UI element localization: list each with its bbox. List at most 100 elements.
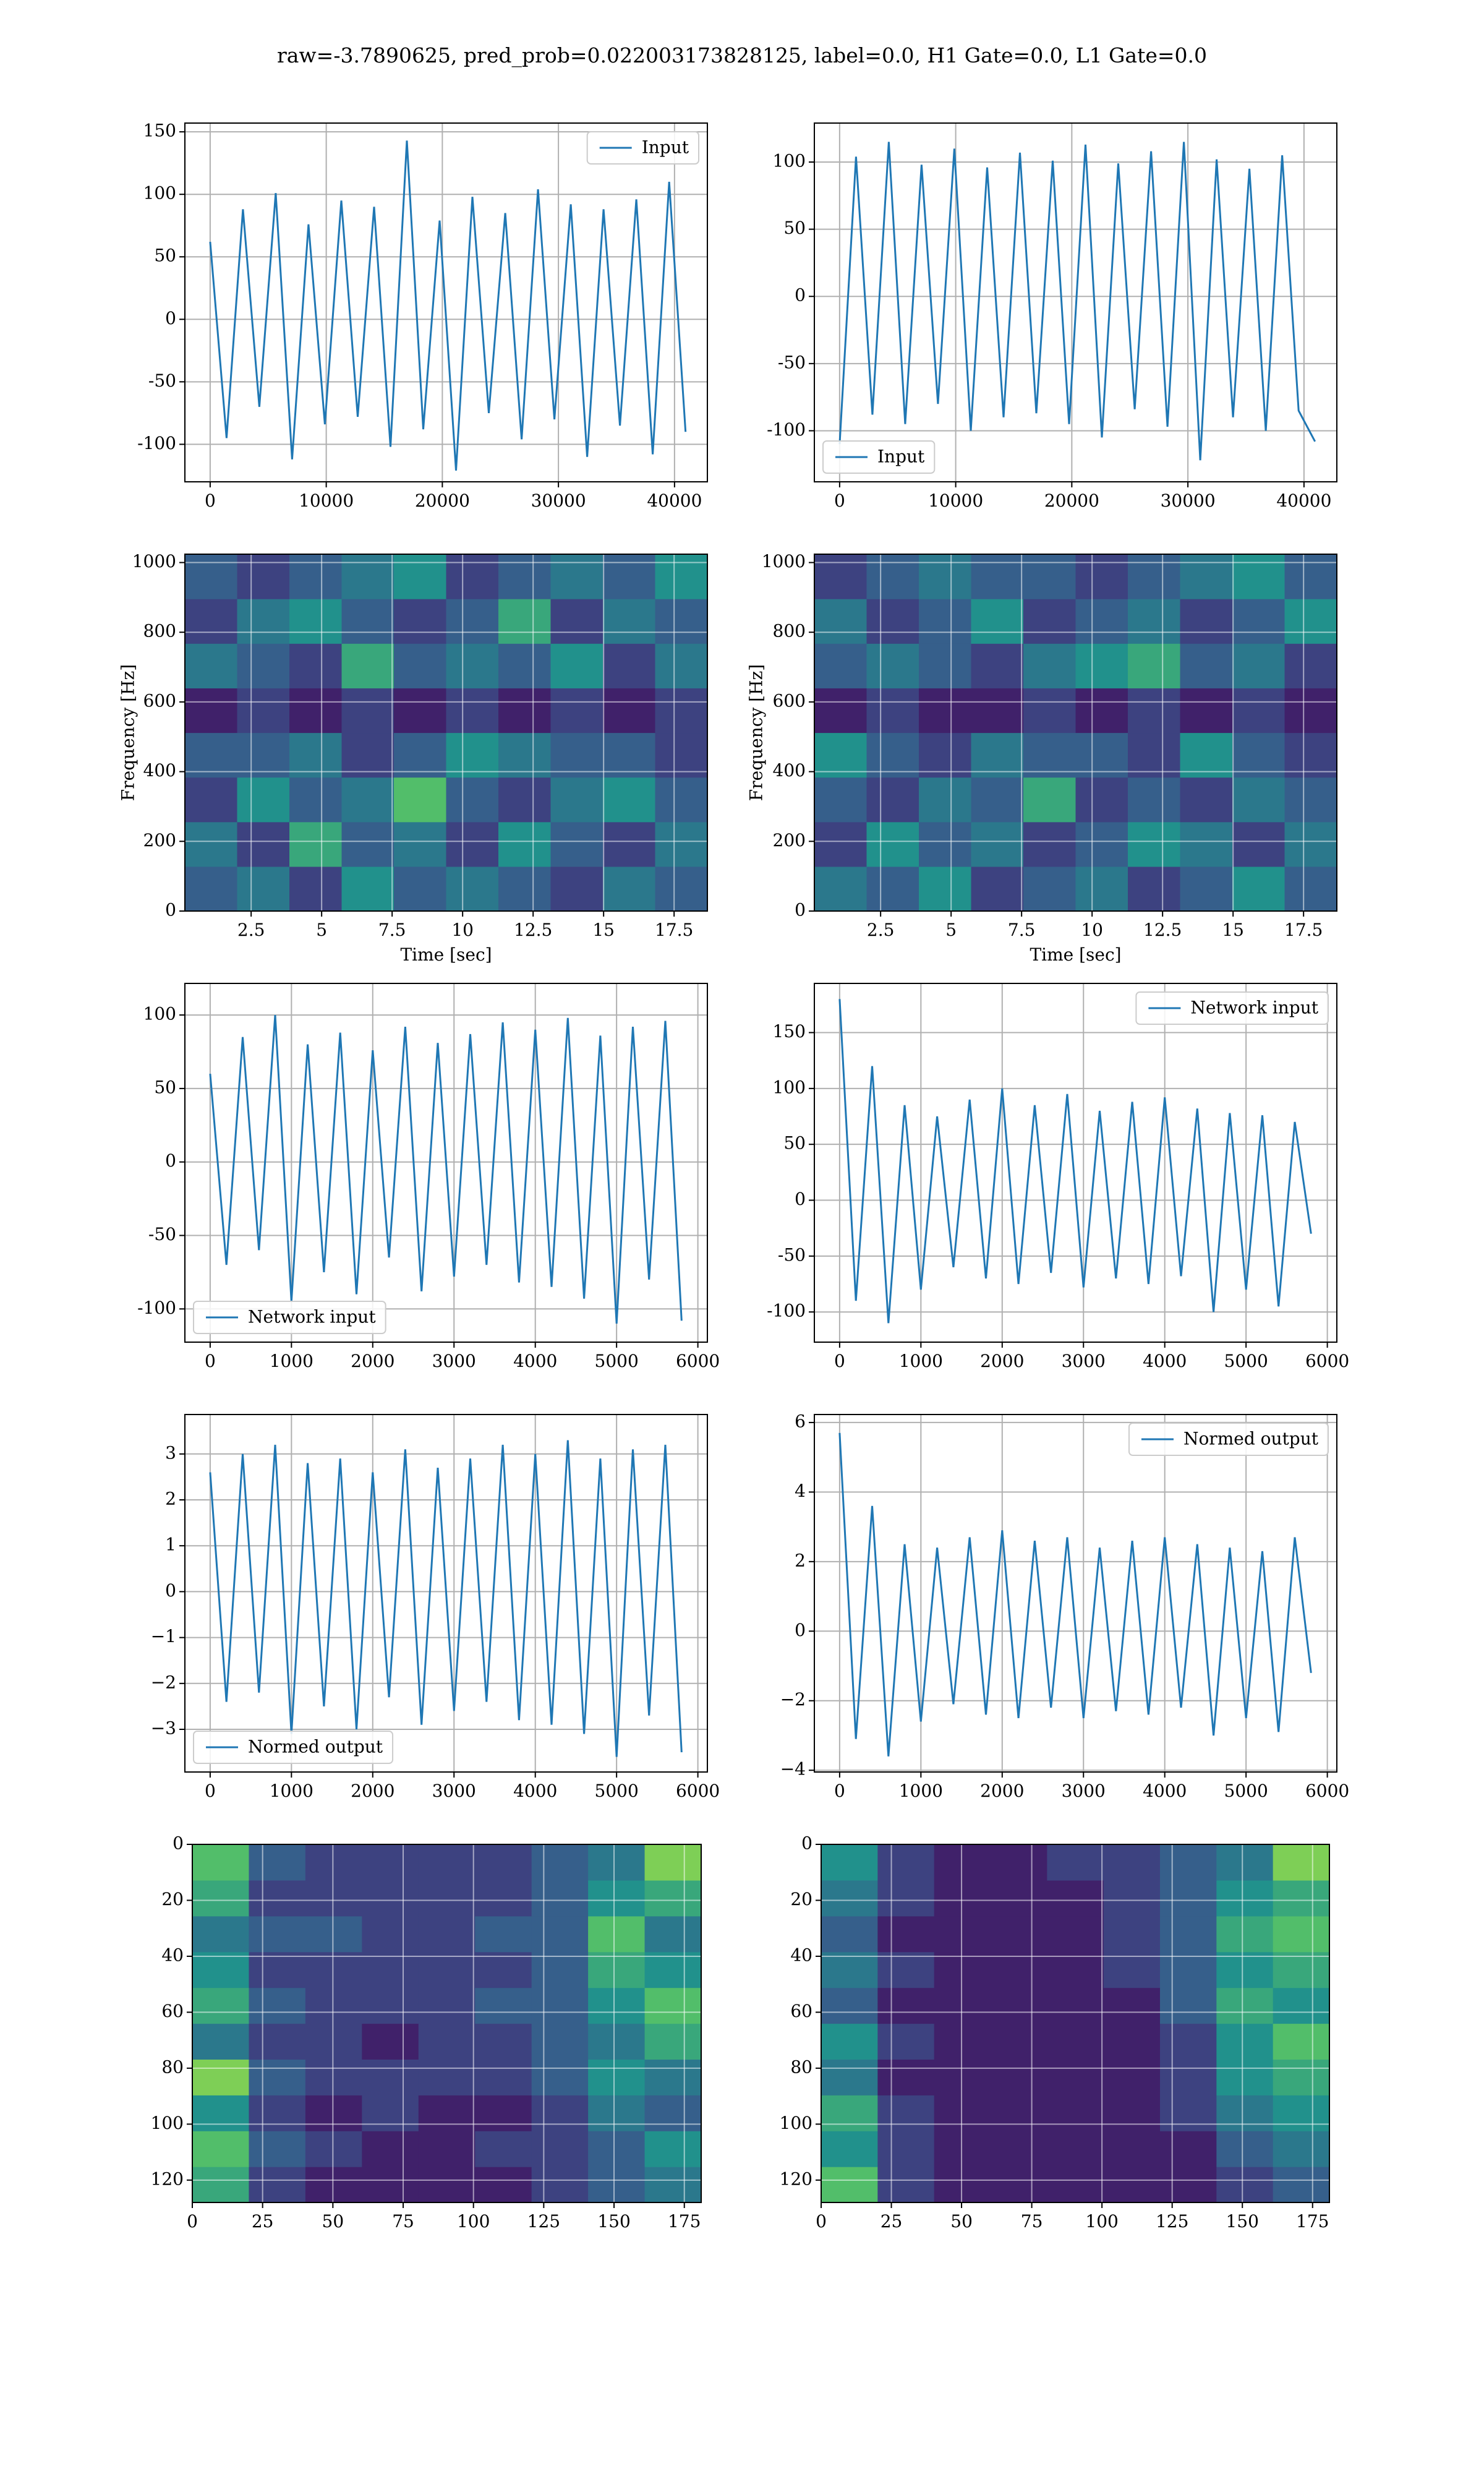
heatmap-cell xyxy=(1103,1880,1161,1917)
heatmap-cell xyxy=(418,2059,475,2095)
heatmap-cell xyxy=(498,732,552,778)
y-tick-label: 0 xyxy=(795,1189,806,1209)
legend-label: Normed output xyxy=(248,1737,383,1757)
heatmap-cell xyxy=(1216,1951,1274,1988)
heatmap-cell xyxy=(185,866,238,912)
heatmap-cell xyxy=(1023,554,1077,599)
heatmap-cell xyxy=(341,821,394,867)
x-tick-label: 1000 xyxy=(899,1351,943,1371)
x-tick-label: 12.5 xyxy=(1143,920,1182,940)
heatmap-cell xyxy=(1273,1915,1330,1953)
heatmap-cell xyxy=(1284,866,1337,912)
heatmap-cell xyxy=(991,1951,1047,1988)
heatmap-cell xyxy=(991,2167,1047,2203)
y-tick-label: 40 xyxy=(790,1945,812,1965)
heatmap-cell xyxy=(550,599,603,644)
legend-box xyxy=(1135,991,1329,1025)
x-tick-label: 2000 xyxy=(980,1351,1024,1371)
heatmap-cell xyxy=(934,2167,991,2203)
subplot: 0 25 50 75 100 125 150 175 0 20 40 60 80 100 120 xyxy=(151,1833,702,2232)
x-tick-label: 150 xyxy=(1226,2211,1258,2232)
heatmap-cell xyxy=(185,643,238,688)
heatmap-cell xyxy=(418,1951,475,1988)
heatmap-cell xyxy=(394,866,447,912)
heatmap-cell xyxy=(498,688,552,734)
y-tick-label: −2 xyxy=(151,1672,176,1692)
legend: Normed output xyxy=(1128,1423,1329,1456)
x-tick-label: 4000 xyxy=(1143,1351,1187,1371)
y-tick-label: -100 xyxy=(767,419,806,440)
heatmap-cell xyxy=(1180,599,1233,644)
heatmap-cell xyxy=(341,554,394,599)
y-tick-label: −3 xyxy=(151,1718,176,1738)
heatmap-cell xyxy=(821,1987,878,2024)
x-tick-label: 0 xyxy=(816,2211,827,2232)
x-tick-label: 2.5 xyxy=(867,920,895,940)
heatmap-cell xyxy=(971,643,1024,688)
y-tick-label: -100 xyxy=(137,1298,176,1318)
x-tick-label: 25 xyxy=(252,2211,274,2232)
heatmap-cell xyxy=(418,2167,475,2203)
heatmap-cell xyxy=(877,1844,935,1881)
heatmap-cell xyxy=(1273,1951,1330,1988)
legend-box xyxy=(586,131,699,165)
heatmap-cell xyxy=(185,554,238,599)
heatmap-cell xyxy=(814,554,868,599)
heatmap-cell xyxy=(550,554,603,599)
y-tick-label: 100 xyxy=(780,2113,812,2133)
heatmap-cell xyxy=(1023,777,1077,823)
heatmap-cell xyxy=(289,599,343,644)
heatmap-cell xyxy=(877,2131,935,2167)
heatmap-cell xyxy=(644,1987,702,2024)
x-tick-label: 1000 xyxy=(270,1781,313,1801)
heatmap-cell xyxy=(531,2167,589,2203)
heatmap-cell xyxy=(971,777,1024,823)
axes-frame xyxy=(184,1414,708,1773)
heatmap-cell xyxy=(341,866,394,912)
heatmap-cell xyxy=(362,1844,419,1881)
heatmap-cell xyxy=(305,1951,362,1988)
axes-frame xyxy=(184,983,708,1343)
heatmap-cell xyxy=(192,1987,250,2024)
x-tick-label: 4000 xyxy=(513,1781,557,1801)
heatmap-cell xyxy=(531,1987,589,2024)
heatmap-cell xyxy=(655,599,708,644)
heatmap-cell xyxy=(341,777,394,823)
heatmap-cell xyxy=(1232,554,1286,599)
heatmap-cell xyxy=(1160,2095,1217,2131)
heatmap-cell xyxy=(1128,688,1181,734)
heatmap-cell xyxy=(249,2059,306,2095)
heatmap-cell xyxy=(1273,2023,1330,2060)
heatmap-cell xyxy=(1023,599,1077,644)
y-tick-label: 20 xyxy=(790,1889,812,1909)
y-tick-label: 150 xyxy=(773,1021,806,1042)
heatmap-cell xyxy=(475,2131,532,2167)
heatmap-cell xyxy=(418,1844,475,1881)
heatmap-cell xyxy=(305,1915,362,1953)
y-tick-label: 120 xyxy=(780,2168,812,2189)
heatmap-cell xyxy=(362,2059,419,2095)
heatmap-cell xyxy=(821,1880,878,1917)
heatmap-cell xyxy=(418,1915,475,1953)
heatmap-cell xyxy=(971,866,1024,912)
heatmap-cell xyxy=(588,1987,646,2024)
heatmap-cell xyxy=(644,1844,702,1881)
y-tick-label: 2 xyxy=(165,1489,176,1509)
heatmap-cell xyxy=(531,2095,589,2131)
heatmap-cell xyxy=(1273,2059,1330,2095)
x-tick-label: 20000 xyxy=(415,490,470,511)
heatmap-cell xyxy=(821,1951,878,1988)
heatmap-cell xyxy=(192,2131,250,2167)
heatmap-cell xyxy=(934,2023,991,2060)
heatmap-cell xyxy=(1284,732,1337,778)
heatmap-cell xyxy=(1023,821,1077,867)
x-tick-label: 25 xyxy=(881,2211,903,2232)
heatmap-cell xyxy=(289,688,343,734)
x-tick-label: 40000 xyxy=(647,490,702,511)
y-tick-label: 2 xyxy=(795,1550,806,1570)
x-tick-label: 125 xyxy=(527,2211,560,2232)
x-tick-label: 50 xyxy=(322,2211,344,2232)
subplot: 0 1000 2000 3000 4000 5000 6000 −4 −2 0 2 4 6 Normed … xyxy=(780,1411,1350,1801)
heatmap-cell xyxy=(644,2059,702,2095)
x-tick-label: 0 xyxy=(205,1781,216,1801)
